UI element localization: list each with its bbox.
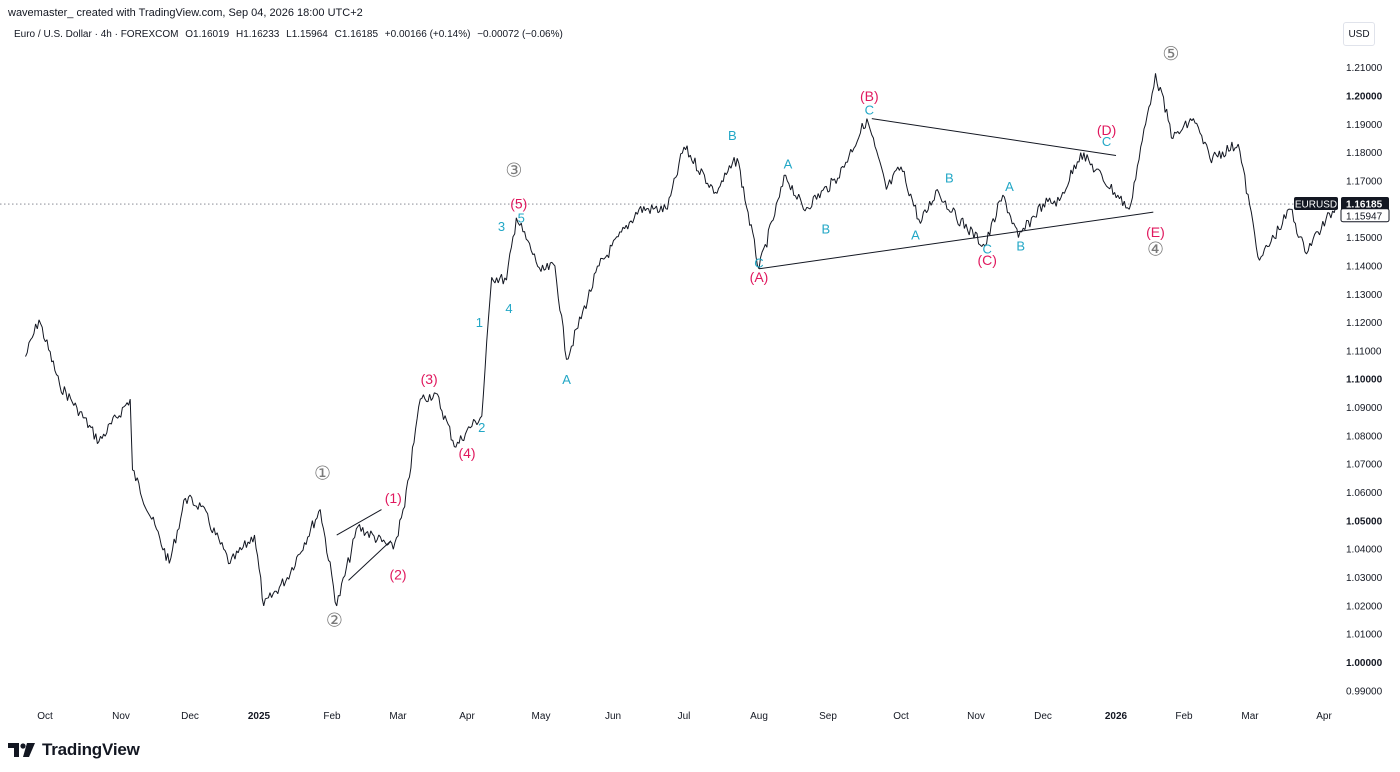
currency-button[interactable]: USD	[1343, 22, 1375, 46]
price-axis-label: 1.15000	[1346, 233, 1383, 244]
time-axis-label: Dec	[181, 711, 199, 722]
wave-label-minor[interactable]: C	[982, 241, 991, 256]
time-axis-label: Jun	[605, 711, 621, 722]
price-axis-label: 1.07000	[1346, 460, 1383, 471]
price-axis-label: 1.20000	[1346, 91, 1383, 102]
wave-label-minor[interactable]: B	[945, 171, 954, 186]
price-axis-label: 1.11000	[1346, 346, 1382, 357]
time-axis-label: Nov	[112, 711, 130, 722]
close-value: C1.16185	[334, 29, 379, 40]
trendline[interactable]	[336, 509, 382, 536]
symbol-tag: EURUSD	[1295, 200, 1337, 211]
time-axis-label: May	[532, 711, 551, 722]
current-price-tag: 1.16185	[1346, 200, 1383, 211]
time-axis-label: Feb	[1175, 711, 1193, 722]
wave-label-intermediate[interactable]: (C)	[977, 252, 996, 268]
author-line: wavemaster_ created with TradingView.com…	[8, 7, 363, 19]
low-value: L1.15964	[286, 29, 328, 40]
wave-label-minor[interactable]: C	[865, 103, 874, 118]
price-axis-label: 1.04000	[1346, 545, 1383, 556]
trendline[interactable]	[758, 211, 1154, 270]
price-axis-label: 1.06000	[1346, 488, 1383, 499]
wave-label-primary[interactable]: ⑤	[1162, 44, 1179, 65]
price-axis-label: 1.14000	[1346, 261, 1383, 272]
wave-label-minor[interactable]: B	[728, 128, 737, 143]
time-axis-label: 2026	[1105, 711, 1128, 722]
time-axis-label: 2025	[248, 711, 271, 722]
wave-label-minor[interactable]: 1	[476, 315, 483, 330]
wave-label-intermediate[interactable]: (B)	[860, 88, 879, 104]
price-axis-label: 1.13000	[1346, 290, 1383, 301]
time-axis-label: Mar	[389, 711, 407, 722]
wave-label-minor[interactable]: 2	[478, 420, 485, 435]
wave-label-minor[interactable]: A	[562, 372, 571, 387]
price-axis-label: 1.03000	[1346, 573, 1383, 584]
symbol-tag-bg	[1294, 197, 1338, 211]
time-axis-label: Aug	[750, 711, 768, 722]
wave-label-primary[interactable]: ①	[314, 463, 331, 484]
time-axis-label: Oct	[37, 711, 53, 722]
secondary-price-tag: 1.15947	[1346, 211, 1383, 222]
time-axis-label: Nov	[967, 711, 985, 722]
open-value: O1.16019	[185, 29, 230, 40]
wave-label-intermediate[interactable]: (5)	[510, 196, 527, 212]
price-axis-label: 1.19000	[1346, 120, 1383, 131]
symbol-name[interactable]: Euro / U.S. Dollar · 4h · FOREXCOM	[14, 29, 179, 40]
wave-label-minor[interactable]: A	[784, 157, 793, 172]
wave-label-minor[interactable]: 5	[518, 210, 525, 225]
wave-label-intermediate[interactable]: (4)	[458, 445, 475, 461]
wave-label-minor[interactable]: 3	[498, 219, 505, 234]
price-axis-label: 1.01000	[1346, 630, 1383, 641]
high-value: H1.16233	[235, 29, 280, 40]
symbol-legend: Euro / U.S. Dollar · 4h · FOREXCOM O1.16…	[14, 29, 567, 40]
time-axis-label: Sep	[819, 711, 837, 722]
price-axis-label: 1.21000	[1346, 63, 1383, 74]
price-axis-label: 1.12000	[1346, 318, 1383, 329]
wave-label-minor[interactable]: 4	[505, 301, 512, 316]
wave-label-primary[interactable]: ④	[1147, 240, 1164, 261]
trendline[interactable]	[348, 540, 392, 581]
price-series-line	[25, 73, 1337, 607]
time-axis-label: Feb	[323, 711, 341, 722]
wave-label-minor[interactable]: A	[1005, 179, 1014, 194]
wave-label-intermediate[interactable]: (E)	[1146, 224, 1165, 240]
time-axis-label: Oct	[893, 711, 909, 722]
wave-label-intermediate[interactable]: (2)	[389, 567, 406, 583]
brand-name: TradingView	[42, 740, 140, 759]
time-axis-label: Apr	[1316, 711, 1332, 722]
time-axis-label: Jul	[678, 711, 691, 722]
wave-label-intermediate[interactable]: (A)	[750, 269, 769, 285]
spread-value: −0.00072 (−0.06%)	[477, 29, 563, 40]
wave-label-minor[interactable]: C	[754, 256, 763, 271]
trendline[interactable]	[871, 118, 1117, 156]
price-axis-label: 1.18000	[1346, 148, 1383, 159]
price-axis-label: 1.09000	[1346, 403, 1383, 414]
tradingview-brand: TradingView	[8, 740, 140, 760]
price-axis-label: 0.99000	[1346, 686, 1383, 697]
price-axis-label: 1.02000	[1346, 601, 1383, 612]
secondary-price-tag-bg	[1340, 208, 1390, 223]
wave-label-intermediate[interactable]: (1)	[385, 490, 402, 506]
price-axis-label: 1.10000	[1346, 375, 1383, 386]
wave-label-minor[interactable]: B	[821, 222, 830, 237]
price-axis-label: 1.08000	[1346, 431, 1383, 442]
wave-label-minor[interactable]: A	[911, 227, 920, 242]
price-axis-label: 1.17000	[1346, 176, 1383, 187]
price-axis-label: 1.05000	[1346, 516, 1383, 527]
time-axis-label: Dec	[1034, 711, 1052, 722]
price-axis-label: 1.00000	[1346, 658, 1383, 669]
time-axis-label: Mar	[1241, 711, 1259, 722]
change-value: +0.00166 (+0.14%)	[384, 29, 471, 40]
wave-label-intermediate[interactable]: (D)	[1097, 122, 1116, 138]
wave-label-minor[interactable]: B	[1016, 239, 1025, 254]
wave-label-intermediate[interactable]: (3)	[421, 371, 438, 387]
tradingview-logo-icon	[8, 743, 35, 757]
wave-label-primary[interactable]: ③	[505, 160, 522, 181]
wave-label-minor[interactable]: C	[1102, 134, 1111, 149]
wave-label-primary[interactable]: ②	[326, 611, 343, 632]
time-axis-label: Apr	[459, 711, 475, 722]
